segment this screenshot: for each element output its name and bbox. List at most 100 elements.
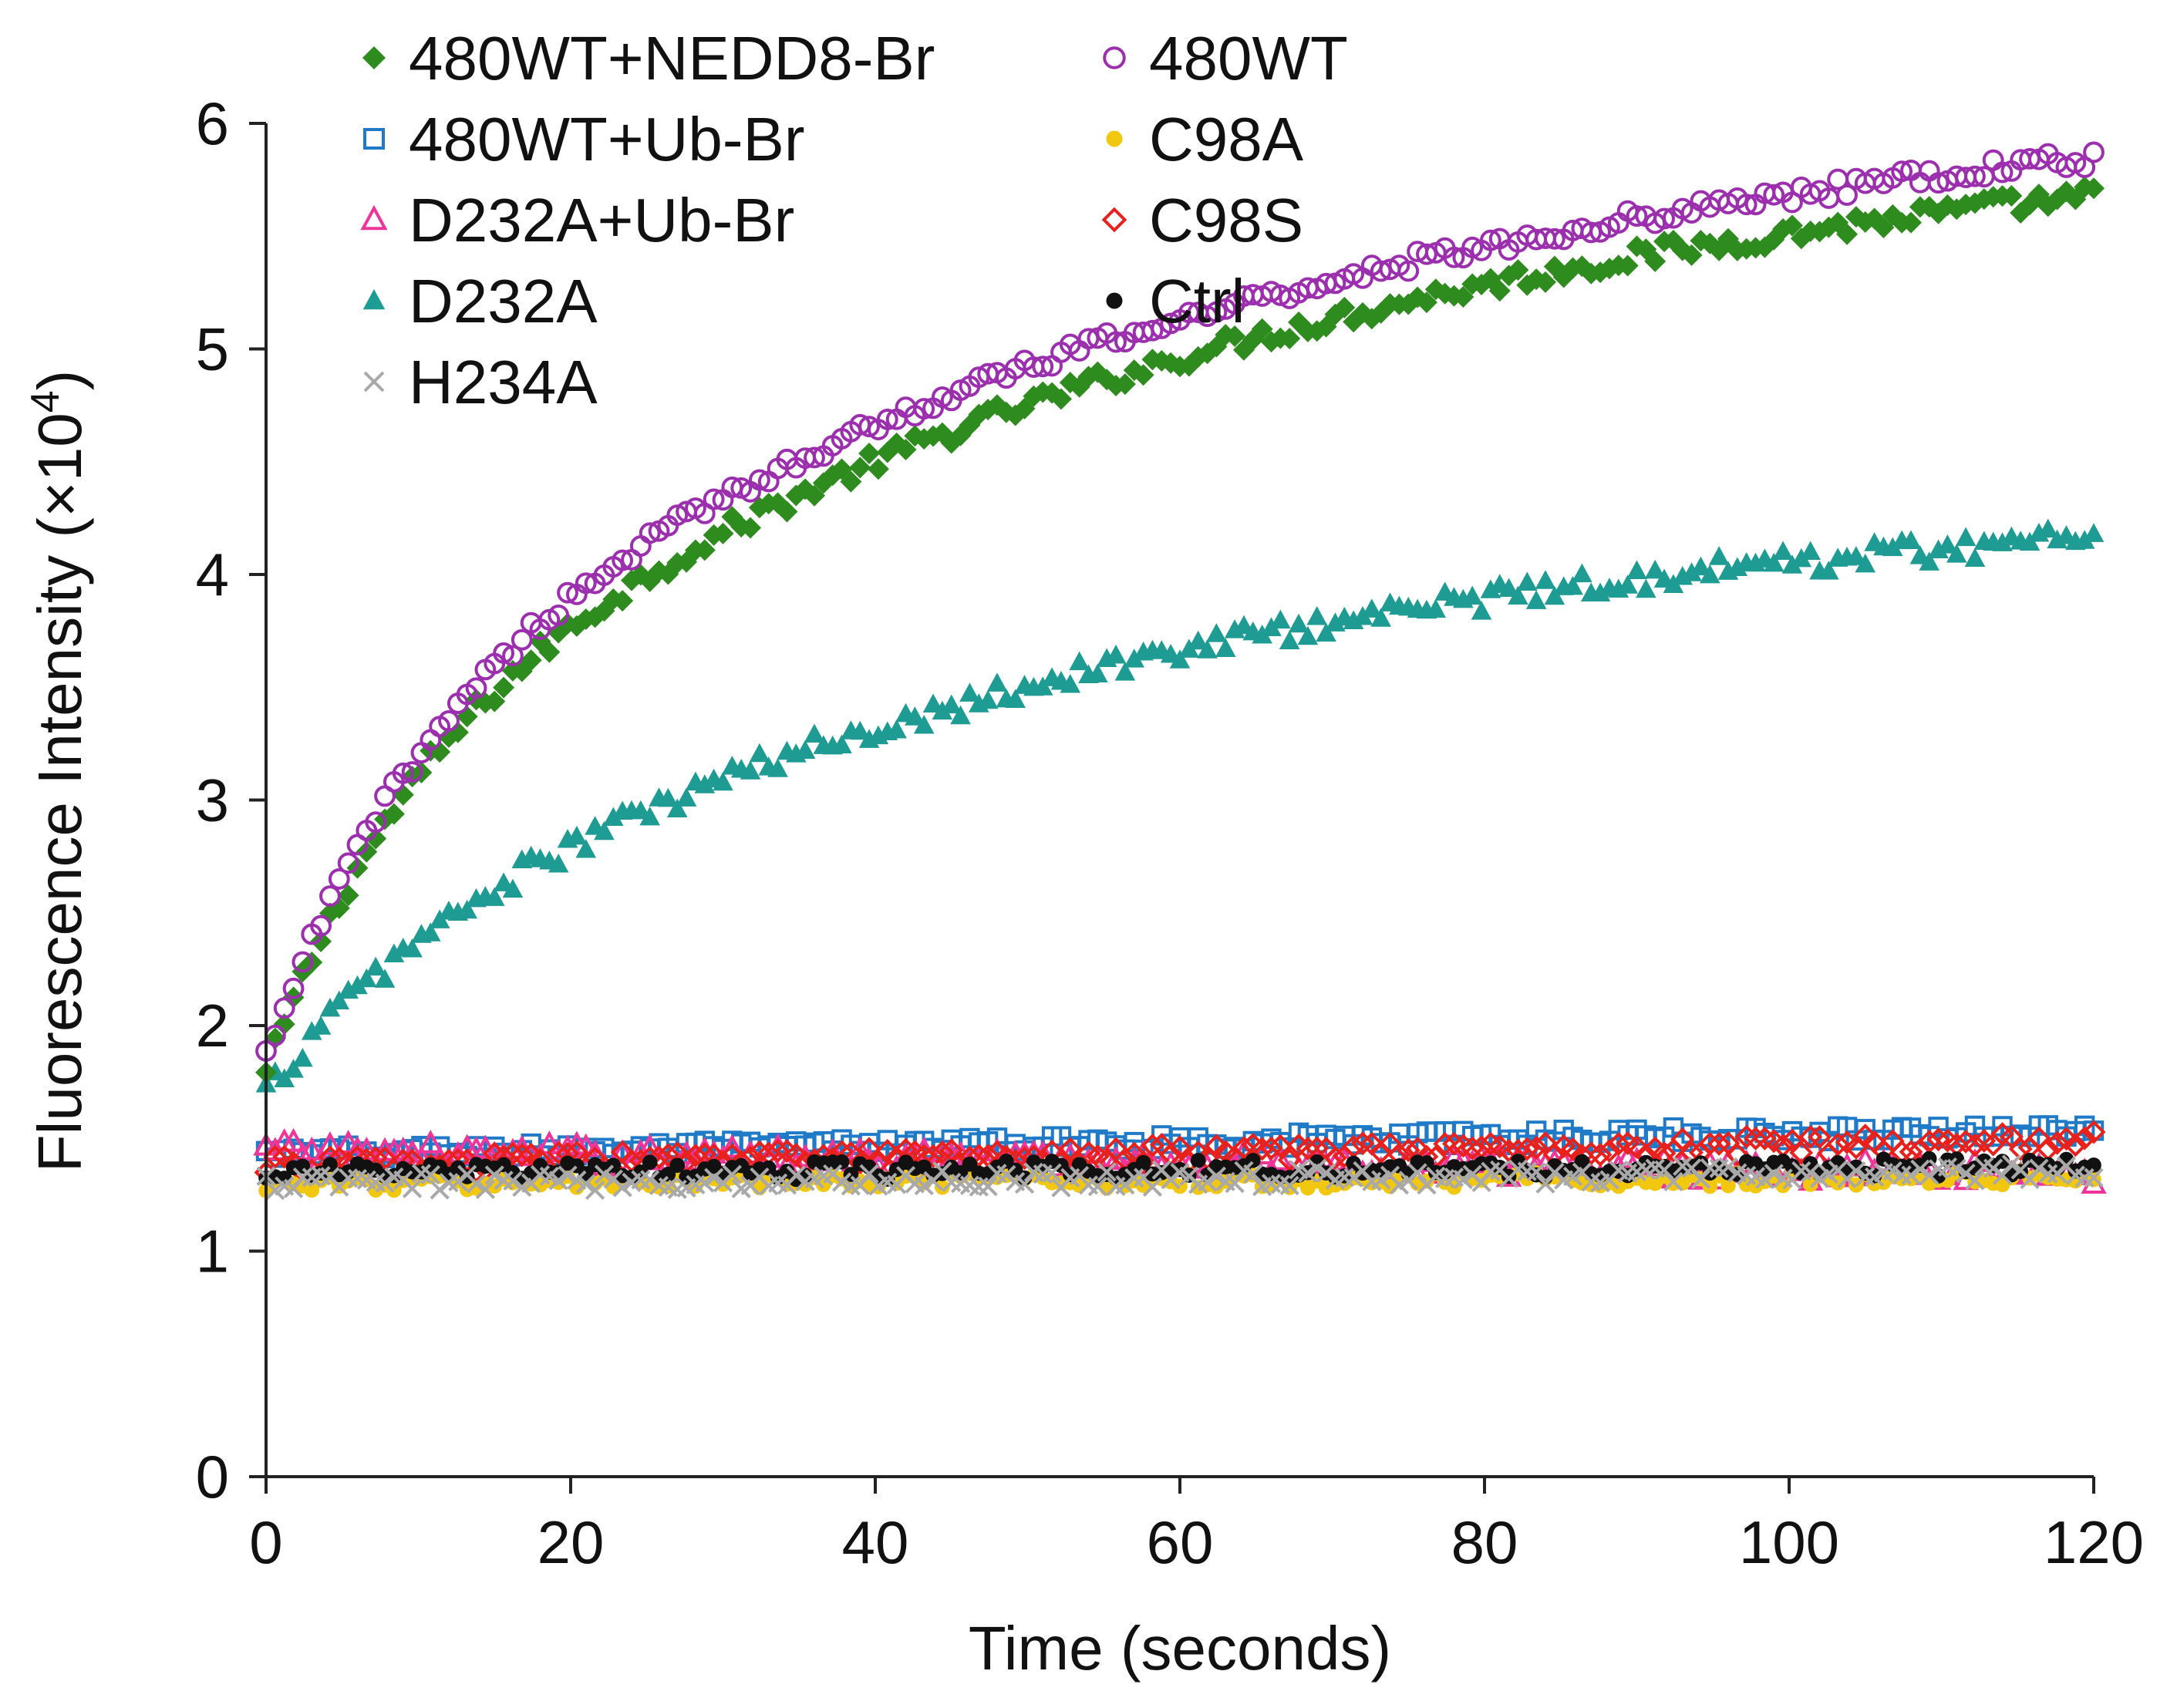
data-point [683,1144,708,1168]
data-point [575,839,597,858]
data-point [603,807,624,826]
data-point [1535,271,1556,293]
data-point [1396,1138,1421,1163]
data-point [703,488,725,510]
data-point [914,1175,934,1196]
data-point [913,715,935,734]
data-point [713,771,733,791]
data-point [740,760,761,780]
data-point [1471,601,1492,620]
data-point [520,649,542,672]
data-point [1808,1125,1832,1150]
data-point [840,470,862,493]
legend-marker-icon [362,46,386,69]
data-point [804,446,825,469]
data-point [365,827,387,850]
data-point [1270,609,1291,629]
data-point [1060,673,1081,693]
data-point [767,758,788,777]
data-point [1343,1167,1363,1188]
legend-marker-icon [1103,46,1126,69]
legend-item: 480WT+NEDD8-Br [362,24,935,93]
data-point [1142,1177,1163,1197]
data-point [301,1021,322,1040]
data-point [310,930,332,952]
data-point [337,884,359,907]
data-point [1370,260,1392,282]
data-point [1597,1139,1622,1163]
data-point [1644,250,1667,272]
legend-label: H234A [409,348,598,416]
data-point [484,887,505,906]
data-point [1279,1175,1299,1196]
data-point [1946,544,1967,563]
data-point [921,1144,945,1168]
legend-item: D232A [362,267,598,335]
data-point [1252,624,1272,644]
data-point [1507,259,1529,281]
data-point [594,820,615,841]
data-point [575,572,597,595]
data-point [1535,570,1556,589]
data-point [2074,530,2095,549]
data-point [1992,532,2013,551]
data-point [1013,1146,1036,1171]
data-point [804,484,825,507]
data-point [1433,1132,1458,1156]
data-point [1132,364,1154,386]
data-point [401,761,423,783]
data-point [292,951,314,973]
data-point [1135,1154,1151,1171]
data-point [1169,649,1191,669]
legend-marker-icon [363,128,385,150]
data-point [1589,582,1611,601]
data-point [1991,161,2014,184]
legend-marker-icon [362,289,386,310]
data-point [858,443,881,465]
data-point [1937,534,1958,554]
data-point [356,841,378,863]
data-point [566,825,588,845]
data-point [1853,1124,1878,1148]
data-point [585,1180,605,1201]
y-axis-title-main: Fluorescence Intensity (×10 [25,413,94,1172]
data-point [719,1134,746,1158]
data-point [1617,574,1638,594]
data-point [1251,318,1273,340]
data-point [1215,638,1236,658]
data-point [1114,662,1136,681]
data-point [1919,551,1940,571]
data-point [1525,590,1547,609]
data-point [347,975,368,995]
data-point [1124,649,1145,668]
x-tick-label: 120 [2044,1508,2144,1576]
data-point [1333,296,1356,318]
data-point [612,590,634,612]
data-point [722,1164,742,1184]
data-point [1243,1164,1263,1184]
data-point [1763,184,1785,206]
data-point [1846,1161,1866,1181]
data-point [365,811,387,834]
data-point [1663,1171,1683,1191]
data-point [1543,227,1565,250]
data-point [283,1059,304,1078]
data-point [402,1178,423,1198]
data-point [1574,1154,1590,1170]
legend-label: C98A [1149,105,1304,173]
data-point [292,1167,313,1188]
data-point [466,1174,487,1194]
data-point [1205,301,1228,323]
data-point [886,719,907,739]
data-point [1928,539,1949,559]
legend-marker-icon [1106,292,1123,309]
data-point [2045,1130,2070,1155]
data-point [950,705,971,725]
data-point [1964,547,1986,568]
data-point [1105,645,1127,664]
data-point [1460,1136,1485,1161]
data-point [639,522,661,544]
data-point [1188,630,1208,650]
data-point [310,1016,332,1035]
